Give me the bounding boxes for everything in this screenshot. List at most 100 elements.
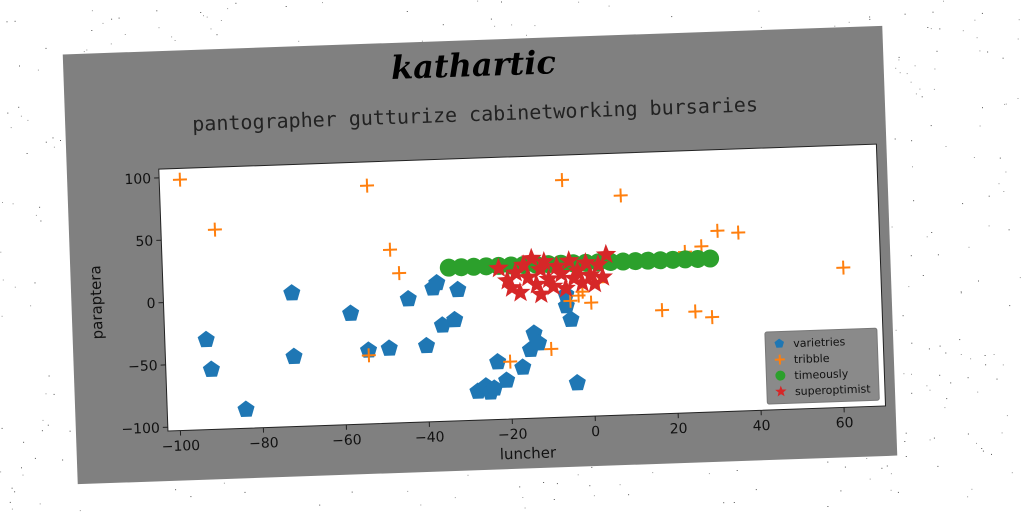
legend-marker-superoptimist	[775, 385, 787, 397]
speckle-dot	[904, 13, 906, 15]
data-point-superoptimist	[550, 262, 572, 283]
speckle-dot	[1005, 103, 1007, 105]
speckle-dot	[319, 504, 321, 506]
speckle-dot	[351, 491, 353, 493]
speckle-dot	[934, 68, 936, 70]
speckle-dot	[898, 56, 900, 58]
speckle-dot	[968, 246, 970, 248]
speckle-dot	[83, 51, 85, 53]
speckle-dot	[905, 432, 907, 434]
speckle-dot	[985, 364, 987, 366]
speckle-dot	[454, 497, 456, 499]
data-point-varietries	[562, 310, 580, 328]
series-superoptimist	[488, 243, 617, 304]
speckle-dot	[945, 146, 947, 147]
data-point-superoptimist	[488, 257, 509, 278]
speckle-dot	[53, 393, 55, 395]
speckle-dot	[1017, 38, 1019, 40]
speckle-dot	[14, 20, 16, 22]
speckle-dot	[928, 348, 930, 350]
speckle-dot	[11, 508, 13, 510]
speckle-dot	[7, 112, 9, 114]
speckle-dot	[79, 510, 81, 512]
speckle-dot	[86, 49, 88, 51]
speckle-dot	[1011, 472, 1013, 474]
speckle-dot	[1004, 103, 1006, 105]
speckle-dot	[978, 280, 979, 282]
speckle-dot	[407, 490, 409, 492]
speckle-dot	[987, 51, 989, 53]
speckle-dot	[979, 125, 981, 127]
speckle-dot	[973, 157, 975, 158]
speckle-dot	[866, 458, 868, 459]
data-point-varietries	[237, 400, 255, 418]
speckle-dot	[848, 21, 850, 23]
x-tick-label: −100	[161, 438, 200, 455]
data-point-varietries	[498, 371, 516, 388]
speckle-dot	[915, 93, 917, 95]
speckle-dot	[420, 504, 422, 506]
speckle-dot	[35, 214, 37, 216]
speckle-dot	[671, 16, 673, 18]
data-point-tribble	[172, 172, 187, 187]
speckle-dot	[960, 292, 962, 294]
speckle-dot	[981, 448, 983, 449]
speckle-dot	[895, 67, 897, 69]
speckle-dot	[45, 47, 47, 49]
speckle-dot	[911, 342, 913, 344]
speckle-dot	[932, 11, 934, 13]
speckle-dot	[203, 15, 204, 17]
data-point-tribble	[503, 354, 518, 369]
speckle-dot	[175, 489, 177, 491]
speckle-dot	[939, 28, 941, 30]
speckle-dot	[524, 507, 526, 509]
legend-marker-tribble	[774, 354, 785, 365]
speckle-dot	[23, 441, 25, 443]
data-point-tribble	[731, 225, 746, 240]
speckle-dot	[933, 88, 935, 90]
speckle-dot	[628, 494, 630, 496]
speckle-dot	[929, 389, 931, 391]
speckle-dot	[511, 24, 513, 26]
data-point-tribble	[584, 295, 599, 310]
speckle-dot	[922, 275, 924, 276]
legend-label-varietries: varietries	[793, 335, 846, 350]
x-tick-label: 60	[835, 415, 853, 432]
speckle-dot	[111, 18, 113, 20]
data-point-varietries	[380, 339, 398, 356]
x-tick-label: 40	[752, 418, 770, 435]
speckle-dot	[930, 125, 932, 127]
speckle-dot	[827, 461, 829, 463]
speckle-dot	[53, 146, 55, 148]
speckle-dot	[171, 36, 173, 38]
speckle-dot	[733, 502, 735, 503]
data-point-varietries	[568, 373, 586, 391]
speckle-dot	[982, 107, 983, 109]
speckle-dot	[931, 232, 933, 233]
speckle-dot	[40, 220, 42, 222]
speckle-dot	[926, 236, 928, 238]
legend-box	[764, 327, 880, 405]
speckle-dot	[970, 358, 972, 360]
legend-label-timeously: timeously	[794, 367, 849, 382]
speckle-dot	[758, 10, 760, 12]
speckle-dot	[905, 456, 907, 457]
speckle-dot	[553, 499, 555, 500]
speckle-dot	[960, 291, 962, 292]
speckle-dot	[869, 18, 871, 20]
speckle-dot	[996, 378, 998, 380]
data-point-varietries	[417, 336, 436, 354]
speckle-dot	[1, 315, 3, 317]
speckle-dot	[156, 10, 158, 12]
y-tick-label: 0	[146, 296, 155, 312]
speckle-dot	[929, 439, 931, 441]
data-point-varietries	[202, 360, 220, 378]
data-point-superoptimist	[542, 275, 564, 296]
speckle-dot	[285, 6, 287, 7]
speckle-dot	[19, 65, 20, 67]
speckle-dot	[890, 489, 892, 491]
speckle-dot	[519, 486, 521, 488]
data-point-varietries	[449, 280, 467, 298]
data-point-tribble	[836, 260, 851, 275]
legend-marker-timeously	[775, 370, 786, 381]
